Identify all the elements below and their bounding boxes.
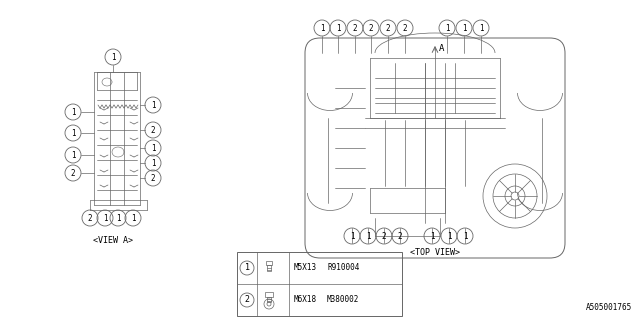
Text: 1: 1 [244,263,250,273]
Text: R910004: R910004 [327,263,360,273]
Bar [267,265,271,271]
Text: 2: 2 [150,173,156,182]
Text: A: A [439,44,444,52]
Text: 2: 2 [381,231,387,241]
Text: 2: 2 [150,125,156,134]
Text: <TOP VIEW>: <TOP VIEW> [410,247,460,257]
Text: 1: 1 [70,108,76,116]
Bar [265,292,273,297]
Text: 2: 2 [70,169,76,178]
Text: 2: 2 [353,23,357,33]
Text: M5X13: M5X13 [294,263,317,273]
Text: 1: 1 [479,23,483,33]
Text: 1: 1 [445,23,449,33]
Text: 2: 2 [386,23,390,33]
Text: 1: 1 [349,231,355,241]
Text: 2: 2 [403,23,407,33]
Text: 2: 2 [369,23,373,33]
Text: 1: 1 [116,213,120,222]
Text: 1: 1 [70,129,76,138]
Text: 1: 1 [70,150,76,159]
Text: 1: 1 [463,231,467,241]
Text: 1: 1 [111,52,115,61]
Text: A505001765: A505001765 [586,303,632,312]
Text: 2: 2 [88,213,92,222]
Text: 1: 1 [447,231,451,241]
Text: 1: 1 [429,231,435,241]
Bar [266,261,272,265]
Bar [267,297,271,302]
Text: 2: 2 [244,295,250,305]
Text: 1: 1 [461,23,467,33]
Text: 1: 1 [131,213,135,222]
Text: 1: 1 [150,143,156,153]
Text: 2: 2 [397,231,403,241]
Text: 1: 1 [150,100,156,109]
Bar [237,252,402,316]
Text: 1: 1 [365,231,371,241]
Text: 1: 1 [102,213,108,222]
Text: M380002: M380002 [327,295,360,305]
Text: 1: 1 [150,158,156,167]
Text: 1: 1 [336,23,340,33]
Text: M6X18: M6X18 [294,295,317,305]
Text: 1: 1 [320,23,324,33]
Text: <VIEW A>: <VIEW A> [93,236,133,244]
